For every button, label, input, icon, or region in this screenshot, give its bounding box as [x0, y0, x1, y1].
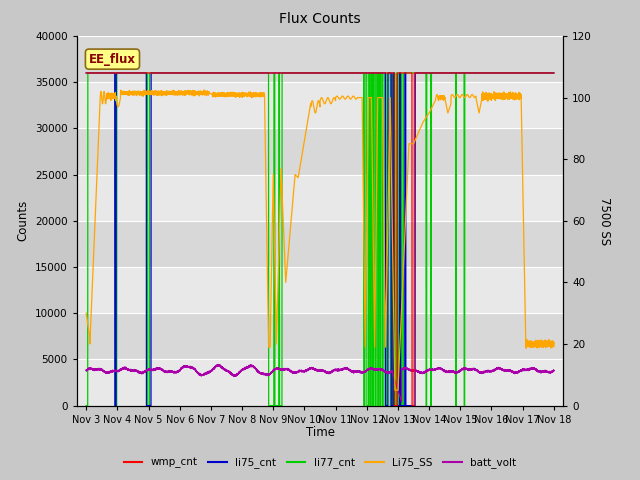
- Bar: [77, 175, 563, 221]
- Text: Flux Counts: Flux Counts: [279, 12, 361, 26]
- Y-axis label: 7500 SS: 7500 SS: [598, 197, 611, 245]
- Bar: [77, 36, 563, 82]
- Bar: [77, 221, 563, 267]
- Bar: [77, 82, 563, 128]
- Bar: [77, 313, 563, 360]
- Y-axis label: Counts: Counts: [17, 200, 29, 241]
- Legend: wmp_cnt, li75_cnt, li77_cnt, Li75_SS, batt_volt: wmp_cnt, li75_cnt, li77_cnt, Li75_SS, ba…: [120, 453, 520, 472]
- Text: EE_flux: EE_flux: [89, 53, 136, 66]
- Bar: [77, 128, 563, 175]
- Bar: [77, 267, 563, 313]
- Bar: [77, 360, 563, 406]
- X-axis label: Time: Time: [305, 426, 335, 439]
